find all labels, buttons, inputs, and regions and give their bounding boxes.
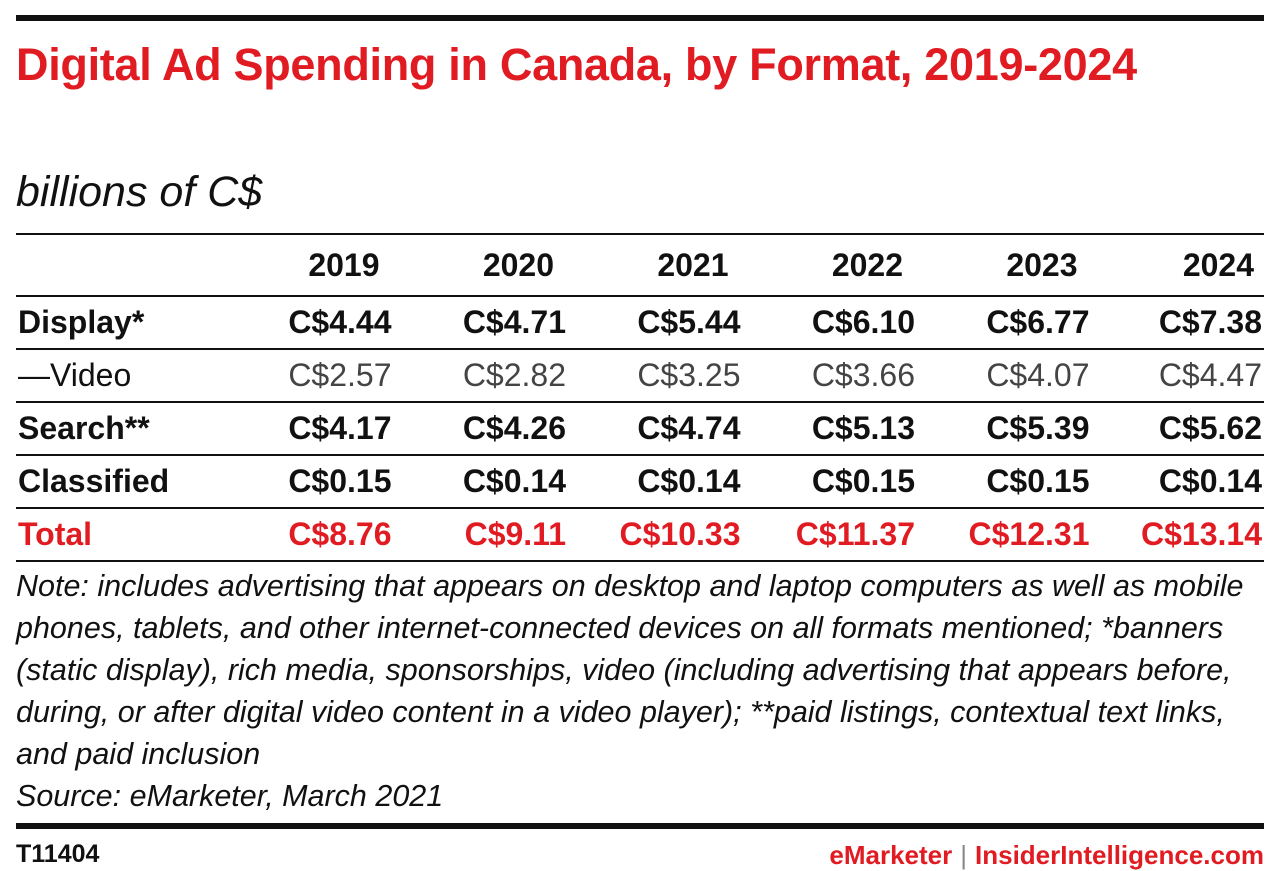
note-block: Note: includes advertising that appears …	[16, 565, 1266, 817]
table-cell: C$13.14	[1091, 508, 1264, 562]
table-cell: C$5.62	[1158, 410, 1262, 446]
table-cell: C$0.15	[811, 463, 915, 499]
column-header: 2019	[308, 246, 380, 283]
data-table-container: 2019 2020 2021 2022 2023 2024 Display* C$…	[16, 233, 1264, 562]
source-text: Source: eMarketer, March 2021	[16, 779, 444, 813]
column-header: 2023	[1006, 246, 1078, 283]
table-cell: C$0.14	[637, 463, 741, 499]
table-cell: C$2.57	[288, 357, 392, 393]
table-cell: C$0.14	[462, 463, 566, 499]
top-rule	[16, 15, 1264, 21]
table-cell: C$4.26	[462, 410, 566, 446]
table-cell: C$0.15	[288, 463, 392, 499]
footer-brand: eMarketer | InsiderIntelligence.com	[829, 840, 1264, 871]
row-label: Total	[16, 508, 219, 562]
table-cell: C$4.44	[288, 304, 392, 340]
table-cell: C$4.74	[637, 410, 741, 446]
table-body: Display* C$4.44 C$4.71 C$5.44 C$6.10 C$6.77 C$…	[16, 296, 1264, 562]
column-header: 2022	[831, 246, 903, 283]
table-cell: C$9.11	[393, 508, 568, 562]
table-cell: C$3.25	[637, 357, 741, 393]
note-text: Note: includes advertising that appears …	[16, 569, 1244, 771]
table-cell: C$8.76	[219, 508, 394, 562]
table-row: Display* C$4.44 C$4.71 C$5.44 C$6.10 C$6.77 C$…	[16, 296, 1264, 349]
table-cell: C$0.15	[986, 463, 1090, 499]
table-header-row: 2019 2020 2021 2022 2023 2024	[16, 234, 1264, 296]
table-row: —Video C$2.57 C$2.82 C$3.25 C$3.66 C$4.07 C$4.…	[16, 349, 1264, 402]
table-cell: C$5.13	[811, 410, 915, 446]
table-cell: C$3.66	[811, 357, 915, 393]
column-header: 2024	[1182, 246, 1254, 283]
table-cell: C$4.47	[1158, 357, 1262, 393]
table-cell: C$6.77	[986, 304, 1090, 340]
table-cell: C$4.17	[288, 410, 392, 446]
table-row: Search** C$4.17 C$4.26 C$4.74 C$5.13 C$5.39 C$…	[16, 402, 1264, 455]
row-label: Search**	[18, 410, 150, 446]
bottom-rule	[16, 823, 1264, 829]
brand-emarketer: eMarketer	[829, 840, 953, 870]
chart-title: Digital Ad Spending in Canada, by Format…	[16, 39, 1137, 90]
table-cell: C$7.38	[1158, 304, 1262, 340]
column-header: 2020	[482, 246, 554, 283]
brand-insider-intelligence: InsiderIntelligence.com	[975, 840, 1264, 870]
row-label: Display*	[18, 304, 145, 340]
table-cell: C$11.37	[742, 508, 917, 562]
row-label: Classified	[18, 463, 170, 499]
column-header: 2021	[657, 246, 729, 283]
table-cell: C$5.44	[637, 304, 741, 340]
table-cell: C$2.82	[462, 357, 566, 393]
chart-subtitle: billions of C$	[16, 168, 263, 216]
table-cell: C$10.33	[568, 508, 743, 562]
table-cell: C$4.07	[986, 357, 1090, 393]
table-cell: C$0.14	[1158, 463, 1262, 499]
table-cell: C$4.71	[462, 304, 566, 340]
table-row: Total C$8.76 C$9.11 C$10.33 C$11.37 C$12.31 C$…	[16, 508, 1264, 562]
chart-id: T11404	[16, 840, 100, 868]
row-label: —Video	[18, 357, 132, 393]
table-cell: C$12.31	[917, 508, 1092, 562]
table-cell: C$6.10	[811, 304, 915, 340]
brand-separator: |	[960, 840, 968, 870]
header-label-cell	[16, 234, 219, 296]
data-table: 2019 2020 2021 2022 2023 2024 Display* C$…	[16, 233, 1264, 562]
table-cell: C$5.39	[986, 410, 1090, 446]
table-row: Classified C$0.15 C$0.14 C$0.14 C$0.15 C$0.15…	[16, 455, 1264, 508]
